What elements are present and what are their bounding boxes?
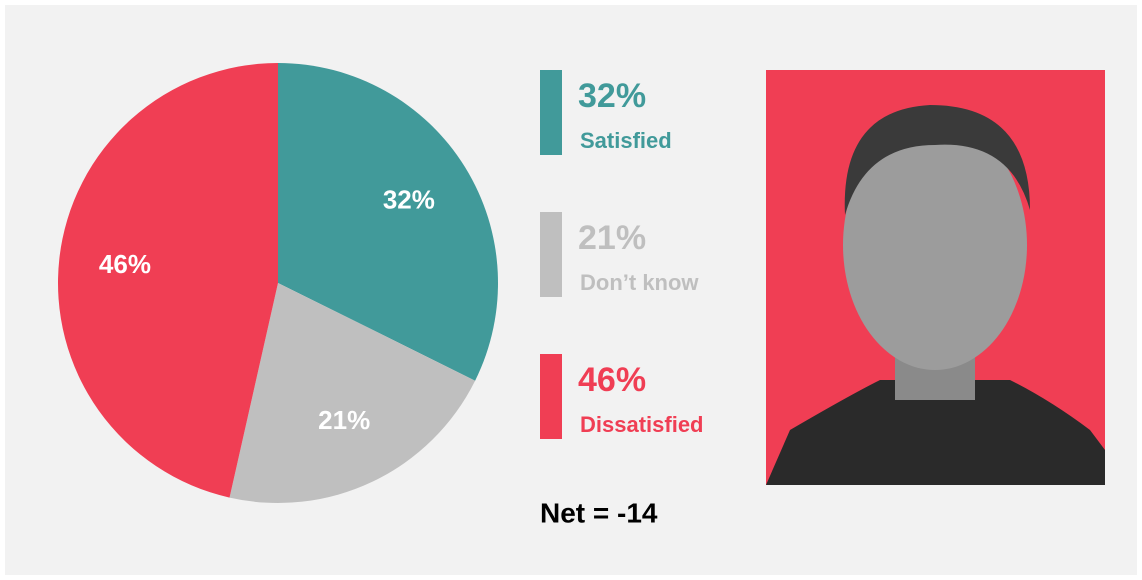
legend-swatch	[540, 354, 562, 439]
net-annotation: Net = -14	[540, 497, 658, 528]
photo-hair	[844, 105, 1030, 215]
pie-slice	[58, 63, 278, 498]
slice-label: 32%	[383, 185, 435, 215]
legend-label: Dissatisfied	[580, 412, 704, 437]
pie-slice	[229, 283, 476, 503]
legend-label: Satisfied	[580, 128, 672, 153]
legend-value: 21%	[578, 219, 646, 257]
pie-slice	[278, 63, 499, 381]
photo-shoulders	[766, 380, 1105, 485]
slice-label: 46%	[99, 249, 151, 279]
legend-swatch	[540, 70, 562, 155]
legend-label: Don’t know	[580, 270, 699, 295]
slice-label: 21%	[318, 405, 370, 435]
legend-value: 32%	[578, 77, 646, 115]
photo	[766, 70, 1105, 485]
legend-value: 46%	[578, 361, 646, 399]
photo-face	[843, 120, 1027, 370]
legend-swatch	[540, 212, 562, 297]
